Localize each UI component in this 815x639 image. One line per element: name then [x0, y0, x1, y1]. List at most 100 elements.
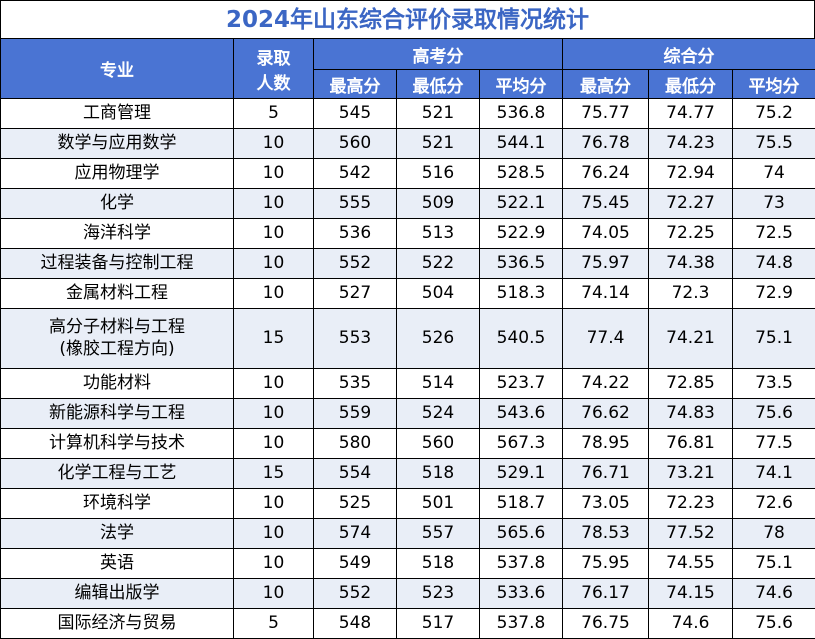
major-cell: 国际经济与贸易 [0, 608, 234, 639]
header-gaokao-avg: 平均分 [478, 69, 564, 99]
composite-min-cell: 74.23 [648, 128, 734, 159]
composite-min-cell: 74.77 [648, 98, 734, 129]
composite-min-cell: 72.3 [648, 278, 734, 309]
gaokao-max-cell: 525 [313, 488, 397, 519]
table-body: 工商管理 5 545 521 536.8 75.77 74.77 75.2 数学与应用数学 10 5… [0, 98, 815, 639]
major-name: 编辑出版学 [74, 582, 160, 603]
composite-avg-cell: 75.1 [732, 308, 815, 369]
composite-avg-cell: 75.1 [732, 548, 815, 579]
major-cell: 编辑出版学 [0, 578, 234, 609]
major-cell: 新能源科学与工程 [0, 398, 234, 429]
header-row-1: 专业 录取 人数 高考分 综合分 [0, 38, 815, 99]
major-cell: 功能材料 [0, 368, 234, 399]
major-subname: (橡胶工程方向) [59, 338, 175, 359]
gaokao-min-cell: 526 [396, 308, 480, 369]
major-name: 英语 [100, 552, 134, 573]
composite-avg-cell: 73 [732, 188, 815, 219]
gaokao-max-cell: 542 [313, 158, 397, 189]
gaokao-max-cell: 527 [313, 278, 397, 309]
gaokao-avg-cell: 529.1 [478, 458, 564, 489]
header-composite: 综合分 [562, 38, 815, 70]
composite-max-cell: 74.14 [562, 278, 650, 309]
gaokao-avg-cell: 536.5 [478, 248, 564, 279]
composite-avg-cell: 72.6 [732, 488, 815, 519]
major-name: 法学 [100, 522, 134, 543]
count-cell: 15 [233, 308, 314, 369]
table-row: 环境科学 10 525 501 518.7 73.05 72.23 72.6 [0, 488, 815, 519]
gaokao-avg-cell: 528.5 [478, 158, 564, 189]
major-name: 金属材料工程 [66, 282, 168, 303]
table-row: 编辑出版学 10 552 523 533.6 76.17 74.15 74.6 [0, 578, 815, 609]
major-name: 计算机科学与技术 [49, 432, 185, 453]
major-cell: 化学工程与工艺 [0, 458, 234, 489]
count-cell: 10 [233, 278, 314, 309]
composite-max-cell: 74.22 [562, 368, 650, 399]
count-cell: 15 [233, 458, 314, 489]
header-count-line2: 人数 [256, 73, 291, 94]
gaokao-avg-cell: 567.3 [478, 428, 564, 459]
gaokao-max-cell: 552 [313, 578, 397, 609]
header-gaokao-max: 最高分 [313, 69, 397, 99]
major-name: 化学 [100, 192, 134, 213]
composite-avg-cell: 75.6 [732, 398, 815, 429]
major-name: 海洋科学 [83, 222, 151, 243]
table-row: 国际经济与贸易 5 548 517 537.8 76.75 74.6 75.6 [0, 608, 815, 639]
gaokao-max-cell: 535 [313, 368, 397, 399]
gaokao-max-cell: 554 [313, 458, 397, 489]
table-row: 功能材料 10 535 514 523.7 74.22 72.85 73.5 [0, 368, 815, 399]
composite-min-cell: 77.52 [648, 518, 734, 549]
gaokao-avg-cell: 518.3 [478, 278, 564, 309]
gaokao-avg-cell: 523.7 [478, 368, 564, 399]
count-cell: 10 [233, 218, 314, 249]
major-cell: 计算机科学与技术 [0, 428, 234, 459]
major-name: 新能源科学与工程 [49, 402, 185, 423]
composite-max-cell: 77.4 [562, 308, 650, 369]
gaokao-min-cell: 560 [396, 428, 480, 459]
composite-avg-cell: 77.5 [732, 428, 815, 459]
table-row: 数学与应用数学 10 560 521 544.1 76.78 74.23 75.5 [0, 128, 815, 159]
composite-avg-cell: 75.6 [732, 608, 815, 639]
composite-max-cell: 75.77 [562, 98, 650, 129]
count-cell: 10 [233, 548, 314, 579]
composite-max-cell: 75.45 [562, 188, 650, 219]
major-name: 数学与应用数学 [57, 132, 177, 153]
count-cell: 10 [233, 578, 314, 609]
composite-max-cell: 74.05 [562, 218, 650, 249]
major-cell: 数学与应用数学 [0, 128, 234, 159]
table-row: 化学工程与工艺 15 554 518 529.1 76.71 73.21 74.1 [0, 458, 815, 489]
gaokao-avg-cell: 536.8 [478, 98, 564, 129]
composite-min-cell: 74.38 [648, 248, 734, 279]
gaokao-min-cell: 504 [396, 278, 480, 309]
header-composite-avg: 平均分 [732, 69, 815, 99]
table-row: 新能源科学与工程 10 559 524 543.6 76.62 74.83 75.6 [0, 398, 815, 429]
count-cell: 10 [233, 398, 314, 429]
gaokao-min-cell: 557 [396, 518, 480, 549]
table-row: 工商管理 5 545 521 536.8 75.77 74.77 75.2 [0, 98, 815, 129]
composite-avg-cell: 74.8 [732, 248, 815, 279]
count-cell: 5 [233, 608, 314, 639]
gaokao-min-cell: 522 [396, 248, 480, 279]
page-title: 2024年山东综合评价录取情况统计 [0, 0, 815, 38]
composite-min-cell: 74.83 [648, 398, 734, 429]
gaokao-avg-cell: 522.1 [478, 188, 564, 219]
table-row: 海洋科学 10 536 513 522.9 74.05 72.25 72.5 [0, 218, 815, 249]
composite-min-cell: 72.25 [648, 218, 734, 249]
composite-avg-cell: 74.6 [732, 578, 815, 609]
composite-avg-cell: 74 [732, 158, 815, 189]
header-composite-min: 最低分 [648, 69, 734, 99]
gaokao-min-cell: 524 [396, 398, 480, 429]
gaokao-avg-cell: 543.6 [478, 398, 564, 429]
composite-max-cell: 78.53 [562, 518, 650, 549]
count-cell: 10 [233, 158, 314, 189]
major-cell: 法学 [0, 518, 234, 549]
composite-min-cell: 72.23 [648, 488, 734, 519]
major-cell: 应用物理学 [0, 158, 234, 189]
gaokao-avg-cell: 533.6 [478, 578, 564, 609]
table-row: 化学 10 555 509 522.1 75.45 72.27 73 [0, 188, 815, 219]
major-cell: 海洋科学 [0, 218, 234, 249]
composite-avg-cell: 75.2 [732, 98, 815, 129]
gaokao-avg-cell: 537.8 [478, 548, 564, 579]
header-gaokao: 高考分 [312, 38, 564, 70]
composite-max-cell: 73.05 [562, 488, 650, 519]
table-row: 法学 10 574 557 565.6 78.53 77.52 78 [0, 518, 815, 549]
